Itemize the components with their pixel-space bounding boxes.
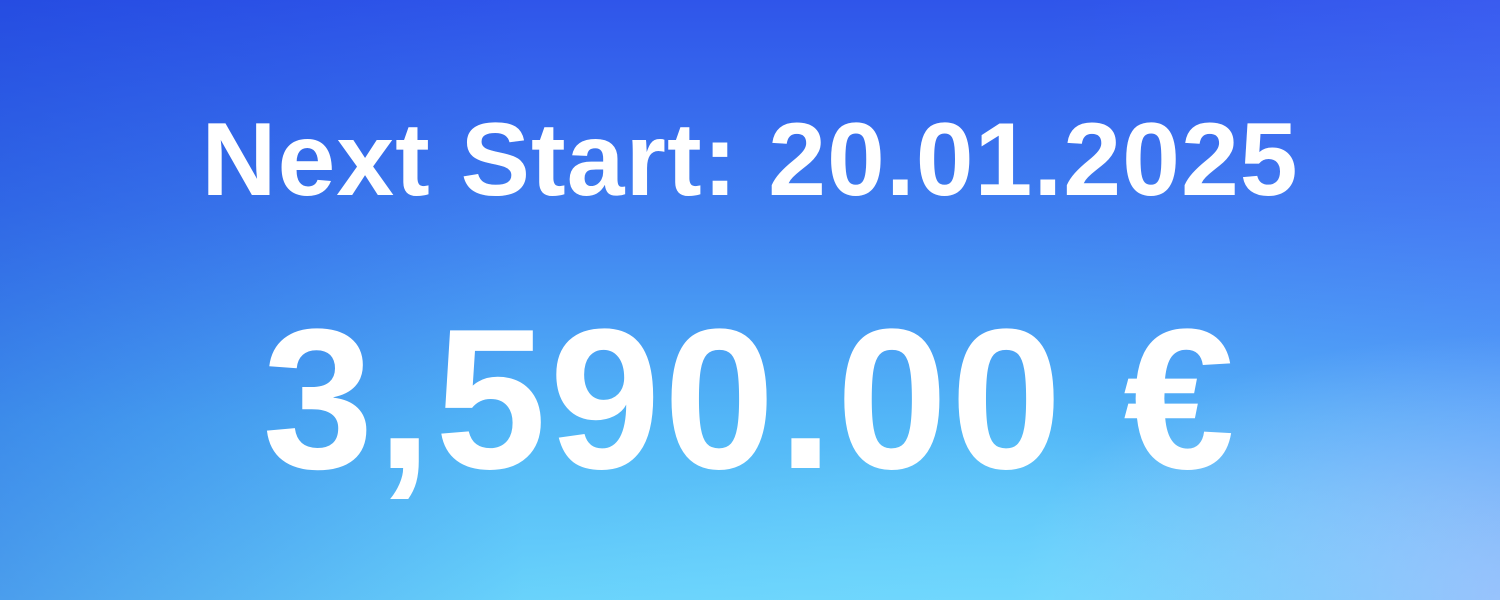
price: 3,590.00 € — [262, 288, 1238, 511]
next-start-line: Next Start: 20.01.2025 — [0, 102, 1500, 218]
next-start-label: Next Start: — [201, 102, 739, 218]
next-start-date: 20.01.2025 — [768, 102, 1299, 218]
